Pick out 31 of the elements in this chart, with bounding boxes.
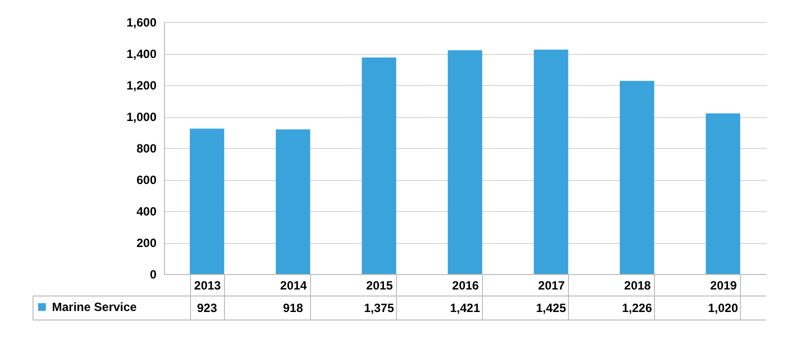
y-tick-label: 0	[150, 268, 157, 282]
bar	[620, 80, 654, 274]
legend-label: Marine Service	[52, 300, 138, 314]
y-tick-label: 800	[136, 142, 157, 156]
x-tick-label: 2015	[366, 278, 394, 292]
bar	[276, 129, 310, 274]
y-tick-label: 1,600	[126, 16, 157, 30]
data-label: 1,421	[450, 301, 480, 315]
y-tick-label: 1,200	[126, 78, 157, 92]
x-tick-label: 2014	[280, 278, 308, 292]
y-tick-label: 1,000	[126, 110, 157, 124]
data-label: 923	[196, 301, 218, 315]
x-tick-label: 2017	[538, 278, 566, 292]
bar	[534, 50, 568, 274]
y-tick-label: 1,400	[126, 47, 157, 61]
data-label: 1,425	[536, 301, 566, 315]
x-tick-label: 2019	[710, 278, 738, 292]
data-label: 1,020	[708, 301, 738, 315]
y-tick-label: 600	[136, 173, 157, 187]
bar	[190, 128, 224, 274]
x-tick-label: 2016	[452, 278, 480, 292]
bar	[362, 57, 396, 274]
bar	[448, 50, 482, 274]
bar	[706, 113, 740, 274]
x-tick-label: 2013	[194, 278, 222, 292]
y-tick-label: 200	[136, 236, 157, 250]
y-tick-label: 400	[136, 204, 157, 218]
data-label: 918	[282, 301, 304, 315]
data-label: 1,226	[622, 301, 652, 315]
data-label: 1,375	[364, 301, 394, 315]
x-tick-label: 2018	[624, 278, 652, 292]
